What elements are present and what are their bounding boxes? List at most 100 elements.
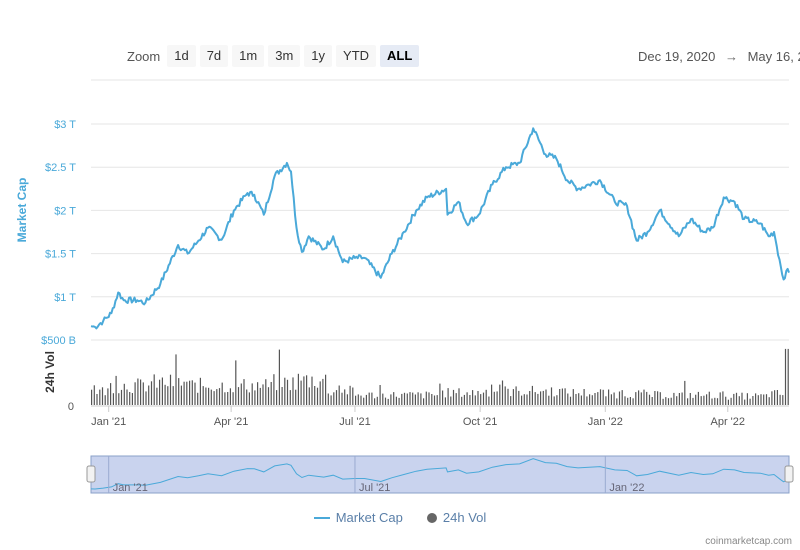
- volume-bar: [659, 392, 661, 405]
- volume-bar: [447, 388, 449, 405]
- volume-bar: [412, 392, 414, 405]
- volume-bar: [752, 396, 754, 405]
- volume-bar: [221, 382, 223, 405]
- volume-bar: [393, 392, 395, 405]
- volume-bar: [548, 395, 550, 405]
- volume-bar: [662, 398, 664, 405]
- volume-bar: [684, 380, 686, 405]
- navigator-tick-label: Jan '21: [113, 482, 148, 494]
- y-tick-label: $1.5 T: [45, 249, 76, 261]
- volume-bar: [273, 374, 275, 405]
- volume-bar: [499, 384, 501, 405]
- volume-bar: [237, 387, 240, 405]
- navigator-left-handle[interactable]: [86, 465, 96, 483]
- date-range: Dec 19, 2020 → May 16, 2022: [638, 49, 800, 64]
- volume-bar: [608, 389, 610, 405]
- volume-bar: [414, 394, 416, 405]
- volume-bar: [384, 397, 387, 405]
- volume-bar: [229, 388, 231, 405]
- volume-bar: [594, 393, 596, 405]
- x-tick-label: Oct '21: [463, 416, 498, 428]
- legend-item-market-cap[interactable]: Market Cap: [313, 510, 403, 525]
- volume-bar: [267, 387, 270, 405]
- volume-bar: [213, 391, 215, 405]
- navigator-right-handle[interactable]: [784, 465, 794, 483]
- volume-bar: [433, 395, 436, 405]
- volume-bar: [697, 391, 699, 405]
- volume-bar: [145, 391, 147, 405]
- volume-bar: [335, 390, 338, 405]
- volume-bar: [131, 393, 133, 405]
- volume-bar: [472, 390, 474, 405]
- volume-bar: [733, 393, 735, 405]
- volume-bar: [442, 390, 444, 405]
- zoom-button-1d[interactable]: 1d: [167, 45, 196, 67]
- navigator[interactable]: Jan '21 Jul '21 Jan '22: [86, 455, 794, 494]
- volume-bar: [755, 393, 757, 405]
- volume-bar: [746, 393, 748, 405]
- navigator-tick-label: Jan '22: [609, 482, 644, 494]
- volume-bar: [311, 376, 313, 405]
- y-tick-label: $1 T: [54, 292, 76, 304]
- navigator-line: [90, 458, 790, 490]
- volume-bar: [120, 389, 123, 405]
- volume-bar: [227, 392, 229, 405]
- y-axis-label-market-cap: Market Cap: [15, 178, 29, 243]
- volume-bar: [687, 398, 689, 405]
- volume-bar: [518, 390, 520, 405]
- zoom-button-3m[interactable]: 3m: [268, 45, 301, 67]
- volume-bar: [741, 392, 743, 405]
- volume-bar: [602, 389, 604, 405]
- volume-bar: [368, 392, 370, 405]
- x-axis-ticks: Jan '21 Apr '21 Jul '21 Oct '21 Jan '22 Apr '…: [91, 406, 745, 428]
- x-tick-label: Jul '21: [339, 416, 370, 428]
- volume-bar: [589, 394, 591, 405]
- volume-bar: [183, 381, 185, 405]
- volume-bar: [689, 393, 691, 405]
- volume-bar: [175, 354, 177, 405]
- volume-bar: [504, 386, 506, 405]
- zoom-button-7d[interactable]: 7d: [199, 45, 229, 67]
- volume-bar: [199, 377, 201, 405]
- volume-bar: [695, 394, 697, 405]
- volume-bar: [327, 393, 329, 405]
- volume-bar: [436, 395, 438, 405]
- volume-bar: [667, 398, 670, 405]
- volume-bar: [597, 392, 599, 405]
- zoom-button-all[interactable]: ALL: [380, 45, 420, 67]
- legend-item-volume[interactable]: 24h Vol: [426, 510, 486, 525]
- zoom-button-ytd[interactable]: YTD: [336, 45, 377, 67]
- volume-bar: [425, 391, 427, 405]
- volume-bar: [510, 396, 512, 405]
- y-tick-label: $500 B: [41, 335, 76, 347]
- range-to-input[interactable]: May 16, 2022: [747, 49, 800, 64]
- volume-bar: [760, 394, 762, 405]
- volume-bar: [477, 391, 479, 405]
- volume-bar: [716, 398, 719, 405]
- volume-bar: [461, 396, 463, 405]
- volume-bar: [243, 379, 245, 405]
- credit-link[interactable]: coinmarketcap.com: [705, 536, 792, 547]
- volume-bar: [398, 397, 400, 405]
- zoom-button-1m[interactable]: 1m: [232, 45, 265, 67]
- volume-bar: [640, 392, 642, 405]
- volume-bar: [167, 386, 169, 405]
- volume-bar: [646, 391, 648, 405]
- navigator-selection[interactable]: [90, 455, 790, 494]
- volume-bar: [346, 394, 348, 405]
- zoom-button-1y[interactable]: 1y: [304, 45, 333, 67]
- volume-bar: [395, 396, 397, 405]
- volume-bar: [711, 398, 713, 405]
- x-tick-label: Apr '21: [214, 416, 249, 428]
- volume-bar: [610, 394, 612, 405]
- volume-bar: [202, 386, 204, 405]
- volume-bar: [654, 391, 656, 405]
- market-cap-line: [90, 127, 790, 330]
- volume-bar: [150, 381, 153, 405]
- volume-bar: [627, 397, 629, 405]
- volume-bar: [417, 392, 419, 405]
- volume-bar: [458, 388, 460, 405]
- volume-bar: [306, 375, 308, 405]
- volume-bar: [352, 387, 354, 405]
- range-from-input[interactable]: Dec 19, 2020: [638, 49, 716, 64]
